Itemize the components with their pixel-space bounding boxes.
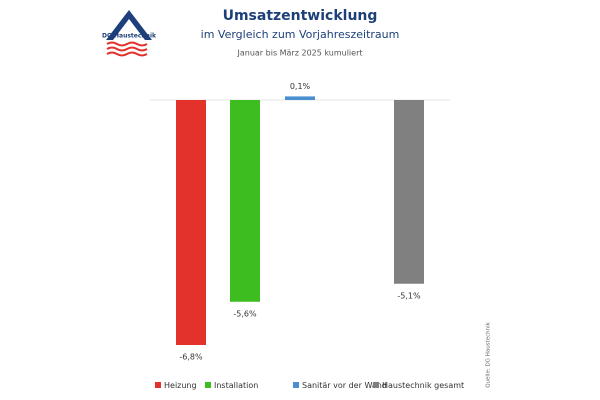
bar — [230, 100, 260, 302]
value-label: -6,8% — [179, 353, 203, 362]
chart-title: Umsatzentwicklung — [223, 8, 378, 24]
source: Quelle: DG Haustechnik — [486, 321, 492, 387]
legend-label: Sanitär vor der Wand — [302, 381, 387, 390]
logo-text: DG Haustechnik — [102, 33, 157, 40]
legend-swatch — [205, 382, 211, 388]
bar — [285, 96, 315, 100]
legend-label: Haustechnik gesamt — [382, 381, 464, 390]
legend-label: Installation — [214, 381, 258, 390]
logo-roof — [106, 10, 152, 40]
chart-period: Januar bis März 2025 kumuliert — [237, 49, 363, 58]
bar — [176, 100, 206, 345]
bar — [394, 100, 424, 284]
value-label: 0,1% — [290, 82, 311, 91]
logo: DG Haustechnik — [102, 10, 157, 57]
legend-swatch — [373, 382, 379, 388]
legend-swatch — [155, 382, 161, 388]
value-label: -5,6% — [233, 309, 257, 318]
chart-subtitle: im Vergleich zum Vorjahreszeitraum — [201, 28, 400, 41]
legend-swatch — [293, 382, 299, 388]
logo-waves — [106, 41, 148, 57]
value-label: -5,1% — [397, 291, 421, 300]
legend-label: Heizung — [164, 381, 197, 390]
